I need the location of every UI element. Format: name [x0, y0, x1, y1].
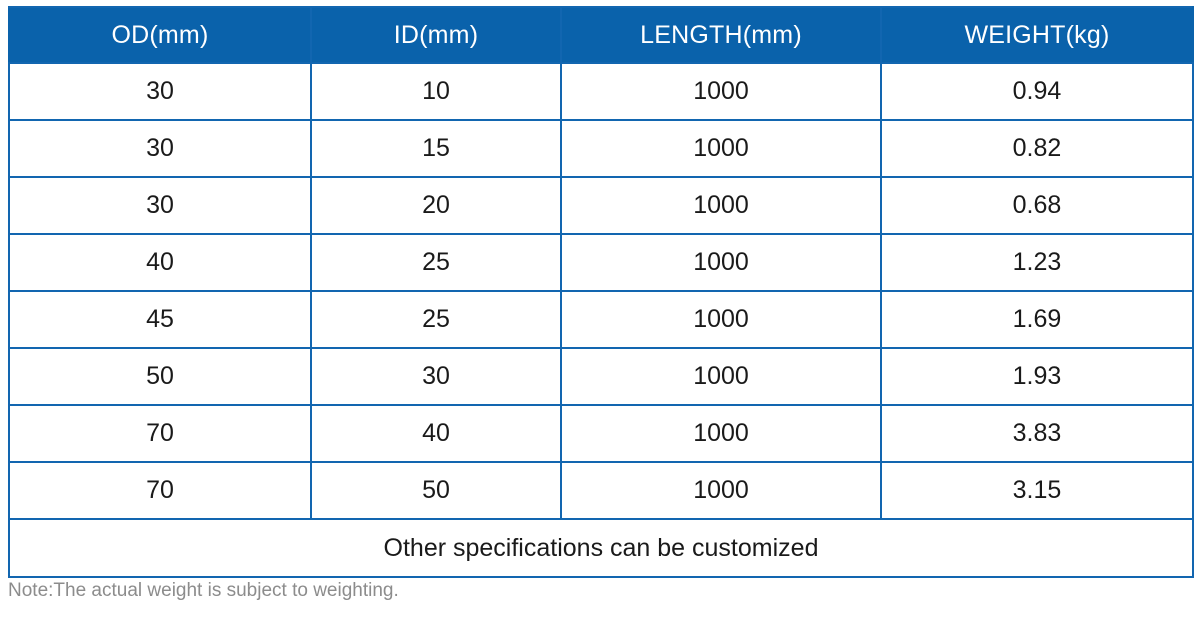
table-row: 40 25 1000 1.23	[8, 233, 1194, 292]
cell-length: 1000	[560, 347, 882, 406]
cell-od: 30	[8, 119, 312, 178]
custom-specifications-note: Other specifications can be customized	[8, 518, 1194, 578]
column-header-length: LENGTH(mm)	[560, 6, 882, 64]
table-row: 30 15 1000 0.82	[8, 119, 1194, 178]
table-row: 70 40 1000 3.83	[8, 404, 1194, 463]
cell-length: 1000	[560, 119, 882, 178]
cell-id: 40	[310, 404, 562, 463]
cell-weight: 3.15	[880, 461, 1194, 520]
cell-id: 15	[310, 119, 562, 178]
cell-od: 70	[8, 404, 312, 463]
cell-weight: 0.94	[880, 62, 1194, 121]
specification-table: OD(mm) ID(mm) LENGTH(mm) WEIGHT(kg) 30 1…	[8, 6, 1194, 578]
cell-od: 40	[8, 233, 312, 292]
table-row: 70 50 1000 3.15	[8, 461, 1194, 520]
cell-od: 70	[8, 461, 312, 520]
column-header-weight: WEIGHT(kg)	[880, 6, 1194, 64]
cell-id: 50	[310, 461, 562, 520]
cell-weight: 1.93	[880, 347, 1194, 406]
cell-id: 25	[310, 233, 562, 292]
cell-weight: 3.83	[880, 404, 1194, 463]
cell-length: 1000	[560, 404, 882, 463]
cell-id: 25	[310, 290, 562, 349]
cell-weight: 0.68	[880, 176, 1194, 235]
cell-id: 30	[310, 347, 562, 406]
table-body: 30 10 1000 0.94 30 15 1000 0.82 30 20 10…	[8, 62, 1194, 520]
weight-disclaimer-footnote: Note:The actual weight is subject to wei…	[8, 580, 399, 601]
cell-weight: 1.23	[880, 233, 1194, 292]
cell-od: 30	[8, 176, 312, 235]
column-header-od: OD(mm)	[8, 6, 312, 64]
cell-od: 45	[8, 290, 312, 349]
cell-od: 30	[8, 62, 312, 121]
table-footer: Other specifications can be customized	[8, 518, 1194, 578]
table-row: 30 10 1000 0.94	[8, 62, 1194, 121]
table-row: 50 30 1000 1.93	[8, 347, 1194, 406]
cell-length: 1000	[560, 233, 882, 292]
table-header-row: OD(mm) ID(mm) LENGTH(mm) WEIGHT(kg)	[8, 6, 1194, 64]
table-row: 30 20 1000 0.68	[8, 176, 1194, 235]
cell-length: 1000	[560, 461, 882, 520]
table-header: OD(mm) ID(mm) LENGTH(mm) WEIGHT(kg)	[8, 6, 1194, 64]
table-footer-row: Other specifications can be customized	[8, 518, 1194, 578]
cell-weight: 0.82	[880, 119, 1194, 178]
cell-od: 50	[8, 347, 312, 406]
cell-weight: 1.69	[880, 290, 1194, 349]
cell-length: 1000	[560, 176, 882, 235]
cell-length: 1000	[560, 62, 882, 121]
column-header-id: ID(mm)	[310, 6, 562, 64]
table-row: 45 25 1000 1.69	[8, 290, 1194, 349]
cell-length: 1000	[560, 290, 882, 349]
cell-id: 20	[310, 176, 562, 235]
cell-id: 10	[310, 62, 562, 121]
